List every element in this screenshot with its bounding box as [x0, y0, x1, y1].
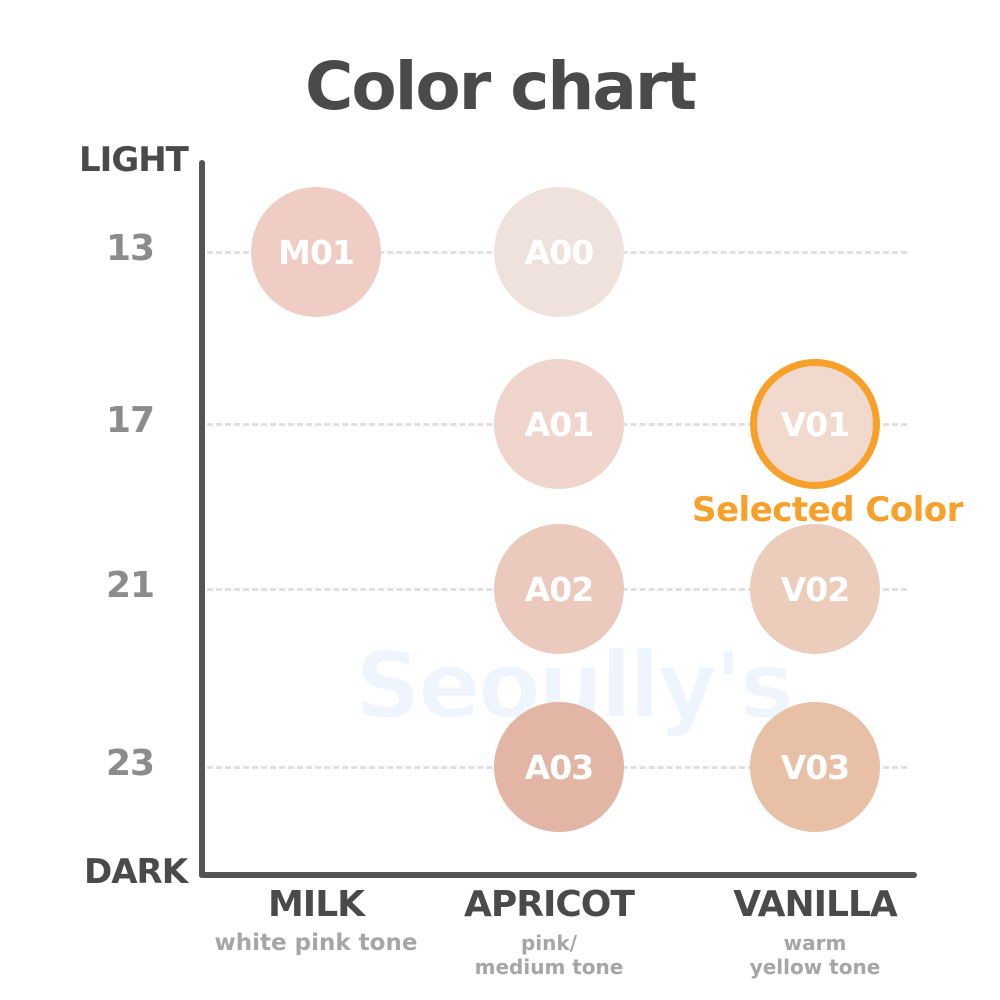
category-apricot: APRICOT pink/medium tone: [429, 884, 669, 979]
color-point-v03: V03: [750, 702, 880, 832]
category-name: MILK: [267, 884, 365, 925]
category-vanilla: VANILLA warm yellow tone: [695, 884, 935, 979]
tone-line: medium tone: [474, 955, 624, 979]
point-code-label: V01: [780, 404, 850, 444]
tone-line: warm: [783, 931, 847, 955]
color-point-a01: A01: [494, 359, 624, 489]
point-code-label: A03: [524, 747, 594, 787]
category-tone: pink/medium tone: [429, 931, 669, 979]
category-name: VANILLA: [733, 884, 898, 925]
point-code-label: V03: [780, 747, 850, 787]
y-axis-light-label: LIGHT: [79, 140, 189, 180]
y-axis-dark-label: DARK: [84, 852, 188, 892]
color-point-m01: M01: [251, 187, 381, 317]
tone-line: pink/: [520, 931, 577, 955]
color-point-v01: V01: [750, 359, 880, 489]
y-tick-label: 23: [105, 743, 155, 784]
selected-color-label: Selected Color: [692, 490, 964, 530]
point-code-label: A02: [524, 569, 594, 609]
point-code-label: A01: [524, 404, 594, 444]
category-name: APRICOT: [464, 884, 635, 925]
x-axis-line: [199, 872, 917, 878]
color-point-a02: A02: [494, 524, 624, 654]
category-tone: white pink tone: [196, 931, 436, 955]
color-point-v02: V02: [750, 524, 880, 654]
point-code-label: M01: [278, 232, 355, 272]
tone-line: yellow tone: [749, 955, 881, 979]
tone-line: white pink tone: [214, 930, 418, 956]
category-milk: MILK white pink tone: [196, 884, 436, 955]
y-tick-label: 13: [105, 228, 155, 269]
y-tick-label: 21: [105, 565, 155, 606]
category-tone: warm yellow tone: [695, 931, 935, 979]
color-point-a00: A00: [494, 187, 624, 317]
y-axis-line: [199, 160, 205, 878]
chart-title: Color chart: [304, 48, 697, 125]
point-code-label: A00: [524, 232, 594, 272]
color-point-a03: A03: [494, 702, 624, 832]
point-code-label: V02: [780, 569, 850, 609]
y-tick-label: 17: [105, 400, 155, 441]
